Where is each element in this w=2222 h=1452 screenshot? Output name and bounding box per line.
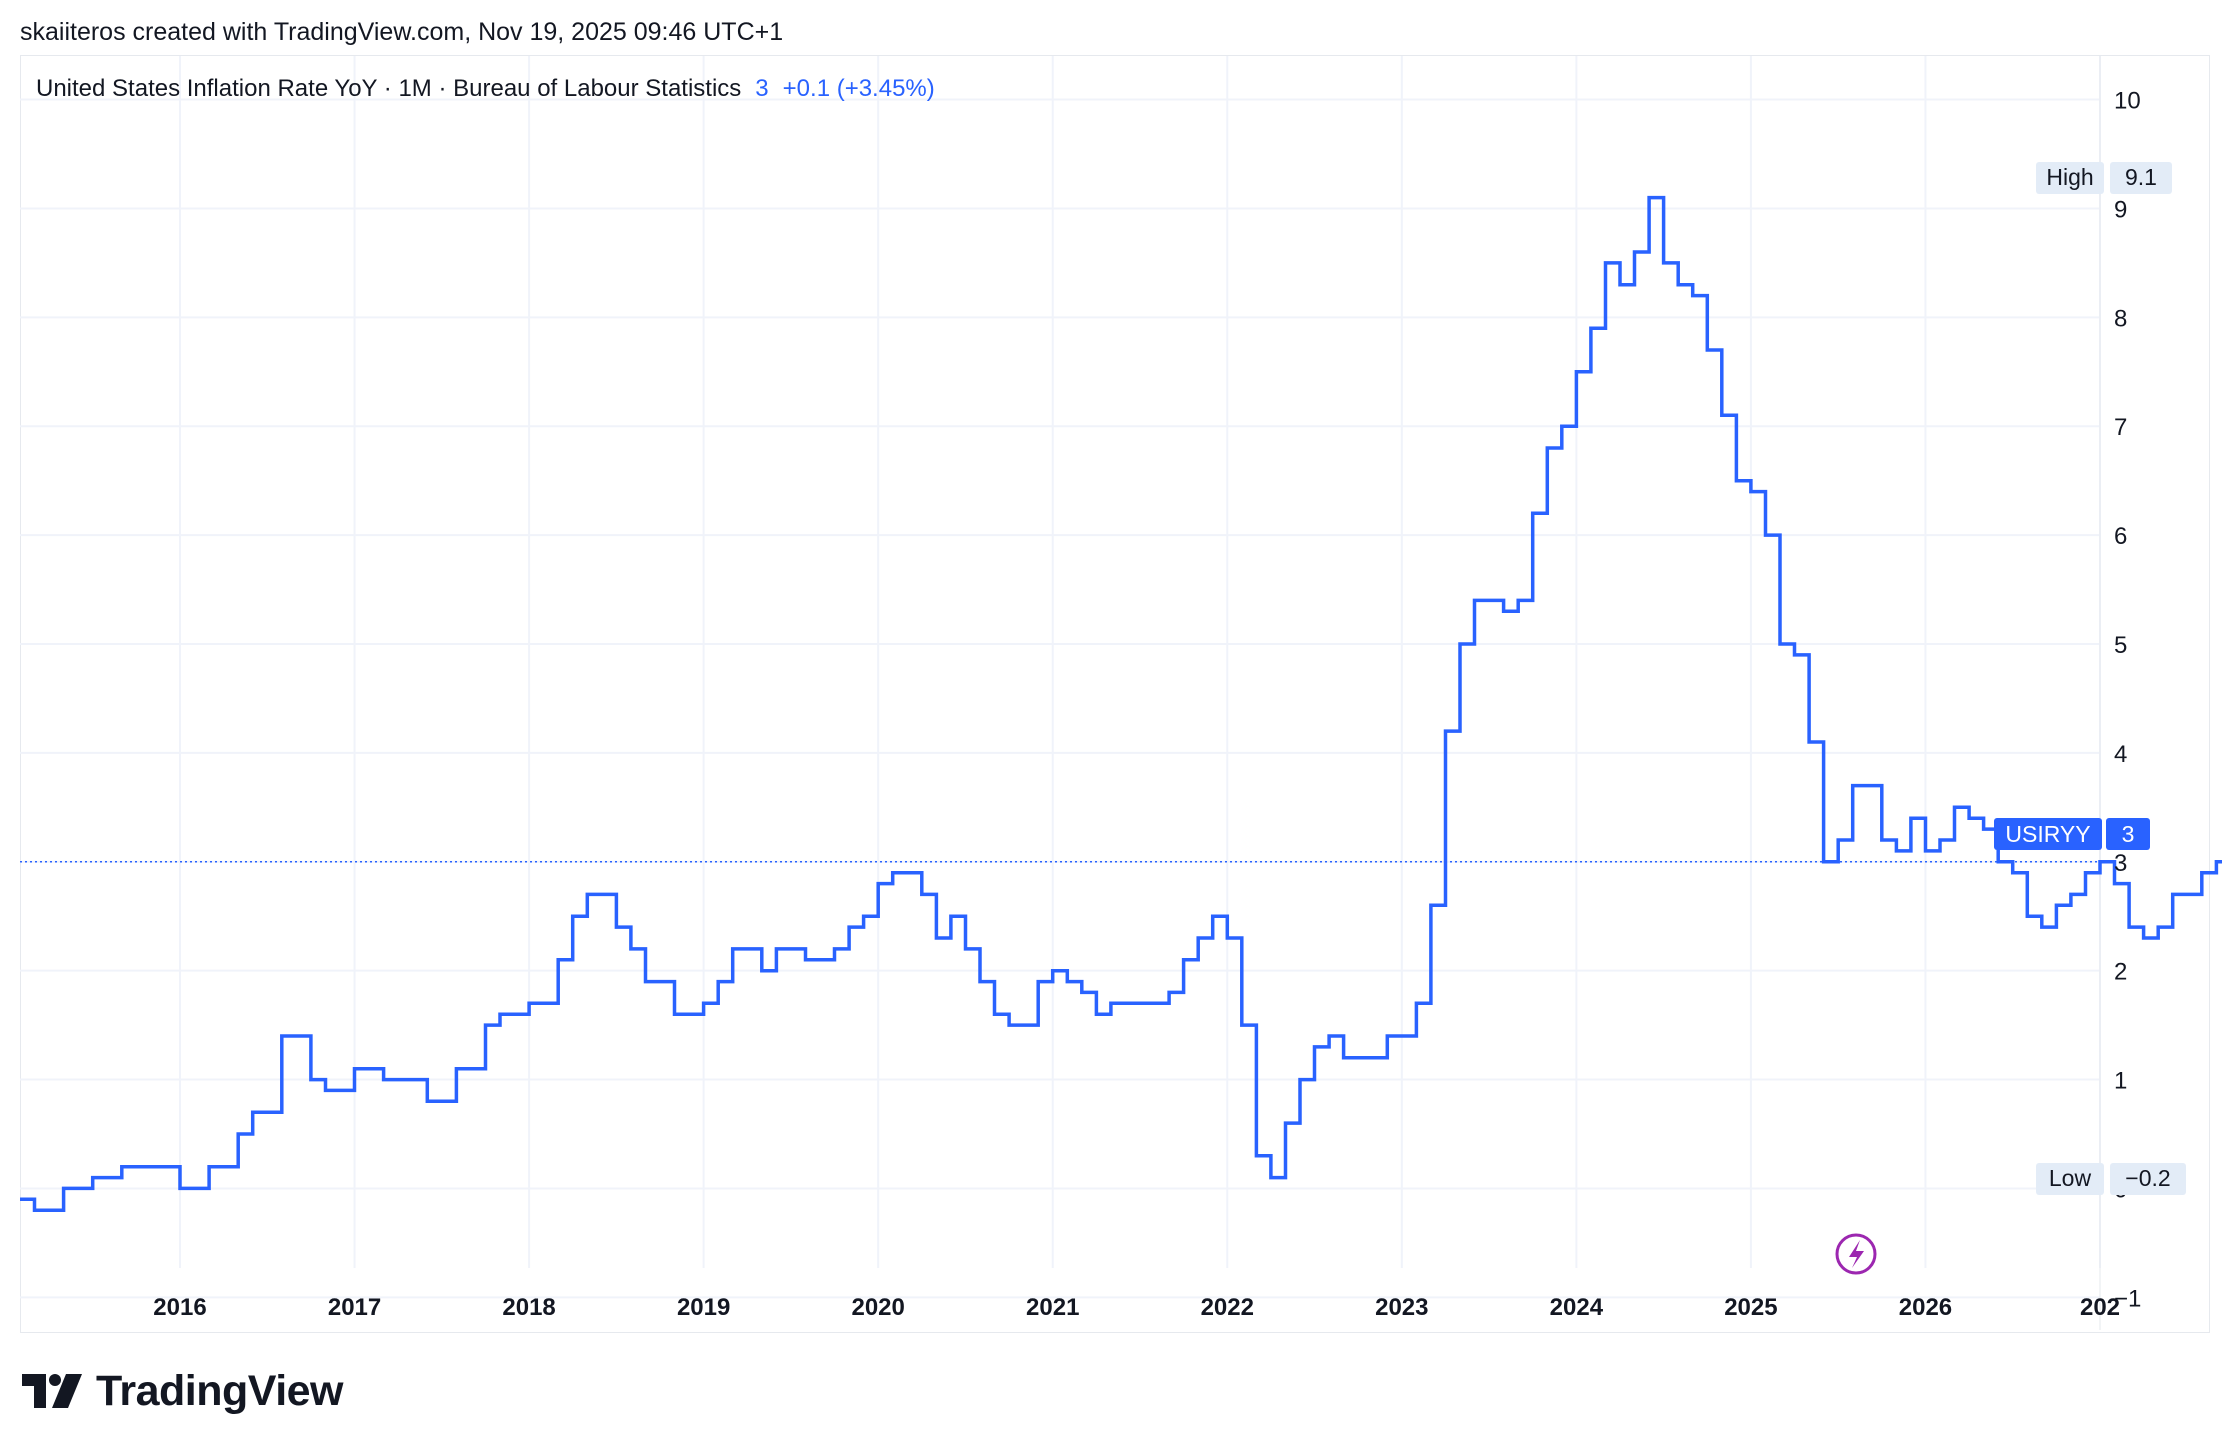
x-tick-label: 2016 [153, 1294, 206, 1321]
legend-title: United States Inflation Rate YoY · 1M · … [36, 75, 742, 102]
y-tick-label: 4 [2114, 741, 2127, 768]
high-label: High [2046, 164, 2093, 190]
x-tick-label: 2021 [1026, 1294, 1079, 1321]
y-axis[interactable]: −1012345678910 [2114, 88, 2141, 1313]
price-badges: High 9.1 Low −0.2 USIRYY 3 [1994, 162, 2186, 1195]
high-value: 9.1 [2125, 164, 2157, 190]
low-value-bg [2110, 1163, 2186, 1195]
x-tick-label: 2025 [1724, 1294, 1777, 1321]
x-tick-label: 2018 [502, 1294, 555, 1321]
x-tick-label: 2023 [1375, 1294, 1428, 1321]
y-tick-label: 6 [2114, 523, 2127, 550]
chart-legend[interactable]: United States Inflation Rate YoY · 1M · … [36, 75, 935, 103]
tradingview-logo[interactable]: TradingView [22, 1366, 344, 1415]
brand-name: TradingView [96, 1366, 344, 1415]
x-tick-label: 2019 [677, 1294, 730, 1321]
low-badge: Low −0.2 [2036, 1163, 2186, 1195]
y-tick-label: 3 [2114, 850, 2127, 877]
high-badge: High 9.1 [2036, 162, 2172, 194]
y-tick-label: 7 [2114, 414, 2127, 441]
low-label: Low [2049, 1165, 2092, 1191]
y-tick-label: 9 [2114, 196, 2127, 223]
symbol-badge[interactable]: USIRYY 3 [1994, 818, 2150, 850]
high-value-bg [2110, 162, 2172, 194]
y-tick-label: 5 [2114, 632, 2127, 659]
y-tick-label: 8 [2114, 305, 2127, 332]
series-line[interactable] [20, 195, 2222, 1212]
symbol-value-bg [2106, 818, 2150, 850]
x-axis[interactable]: 2016 2017 2018 2019 2020 2021 2022 2023 2024 2025… [153, 1294, 2120, 1321]
y-tick-label: 1 [2114, 1068, 2127, 1095]
legend-change: +0.1 (+3.45%) [782, 75, 935, 102]
series-line-group [20, 195, 2222, 1212]
low-value: −0.2 [2125, 1165, 2170, 1191]
chart-credit: skaiiteros created with TradingView.com,… [20, 18, 784, 46]
y-tick-label: −1 [2114, 1285, 2141, 1312]
y-tick-label: 2 [2114, 959, 2127, 986]
x-tick-label: 202 [2080, 1294, 2120, 1321]
y-tick-label: 10 [2114, 88, 2141, 115]
x-tick-label: 2022 [1201, 1294, 1254, 1321]
x-tick-label: 2020 [851, 1294, 904, 1321]
x-tick-label: 2026 [1899, 1294, 1952, 1321]
lightning-icon[interactable] [1835, 1233, 1877, 1275]
symbol-value: 3 [2122, 821, 2135, 847]
symbol-label: USIRYY [2005, 821, 2090, 847]
x-tick-label: 2017 [328, 1294, 381, 1321]
low-label-bg [2036, 1163, 2104, 1195]
grid-lines [20, 56, 2101, 1330]
x-tick-label: 2024 [1550, 1294, 1604, 1321]
chart-pane[interactable] [20, 55, 2210, 1333]
tradingview-logo-icon [22, 1374, 82, 1408]
legend-last-value: 3 [755, 75, 769, 102]
high-label-bg [2036, 162, 2104, 194]
symbol-label-bg [1994, 818, 2102, 850]
